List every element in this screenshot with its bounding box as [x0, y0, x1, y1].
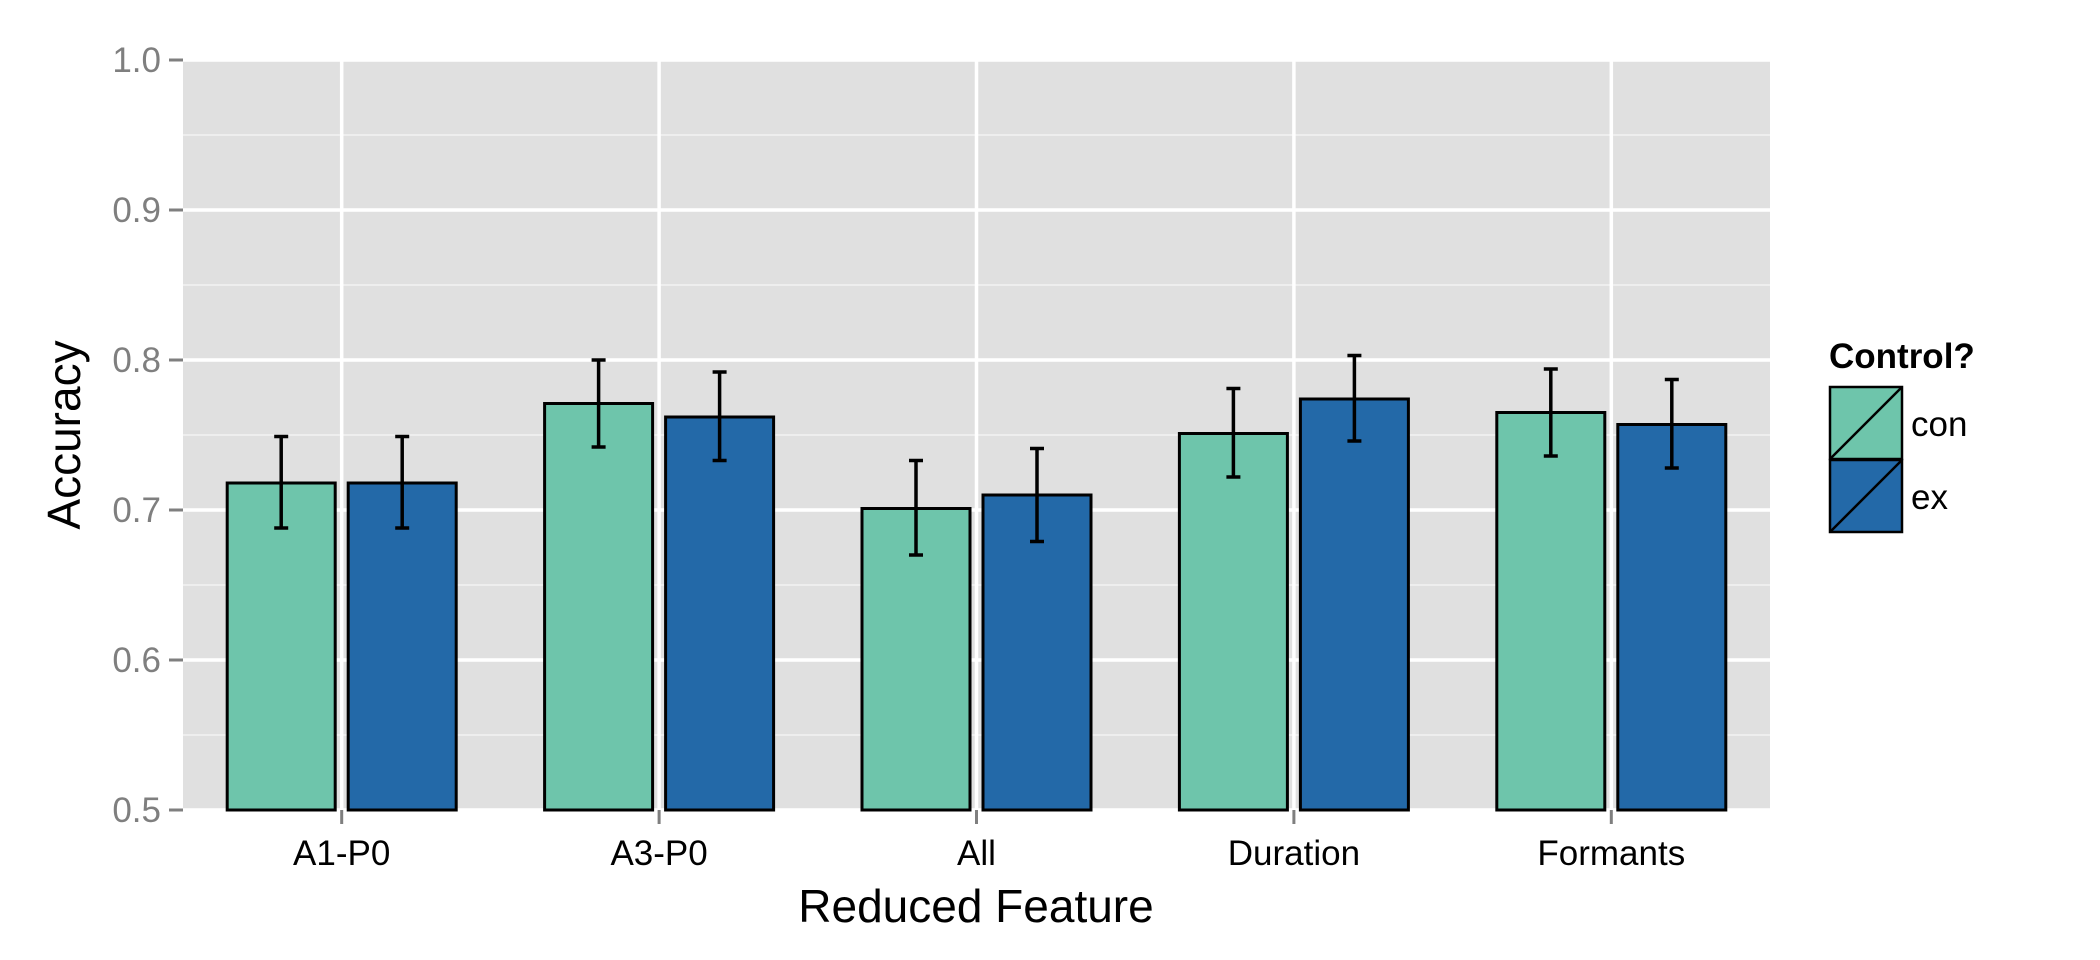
y-tick-label: 0.8 [112, 341, 161, 380]
legend-key-slash-con [1829, 386, 1903, 460]
bar-con-A1-P0 [225, 481, 337, 812]
bar-ex-Formants [1616, 423, 1728, 812]
y-tick-label: 1.0 [112, 41, 161, 80]
x-tick-label: Formants [1537, 834, 1685, 873]
x-tick-label: Duration [1228, 834, 1360, 873]
bar-con-Duration [1177, 432, 1289, 812]
legend-label-con: con [1911, 405, 1967, 444]
bar-ex-A1-P0 [346, 481, 458, 812]
error-bars [274, 353, 1679, 557]
bar-con-Formants [1495, 411, 1607, 812]
y-tick-label: 0.5 [112, 791, 161, 830]
x-tick-label: All [957, 834, 996, 873]
y-tick-label: 0.6 [112, 641, 161, 680]
legend-item-ex: ex [1828, 458, 1948, 534]
bar-con-A3-P0 [543, 402, 655, 812]
legend: Control? con ex [1828, 337, 1975, 534]
x-tick-label: A1-P0 [293, 834, 390, 873]
legend-label-ex: ex [1911, 478, 1948, 517]
bar-ex-Duration [1298, 397, 1410, 812]
x-axis-title: Reduced Feature [798, 880, 1153, 932]
bar-ex-A3-P0 [664, 415, 776, 812]
legend-title: Control? [1829, 337, 1975, 376]
y-tick-label: 0.9 [112, 191, 161, 230]
x-tick-label: A3-P0 [610, 834, 707, 873]
legend-key-slash-ex [1829, 459, 1903, 533]
y-tick-label: 0.7 [112, 491, 161, 530]
bar-con-All [860, 507, 972, 812]
legend-item-con: con [1828, 385, 1967, 461]
axes: 0.5 0.6 0.7 0.8 0.9 1.0 A1-P0 A3-P0 All Duration F… [112, 41, 1685, 873]
y-axis-title: Accuracy [38, 340, 90, 529]
bar-ex-All [981, 493, 1093, 812]
